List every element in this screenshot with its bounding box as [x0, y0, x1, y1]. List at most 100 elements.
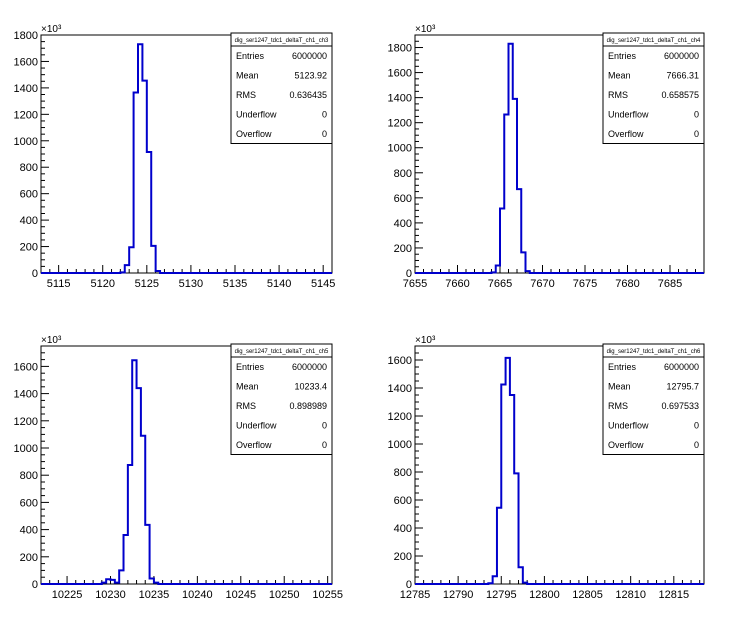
y-tick-label: 1200 — [14, 109, 38, 121]
y-tick-label: 0 — [406, 268, 412, 280]
stats-box-frame — [230, 32, 333, 144]
y-tick-label: 1600 — [14, 56, 38, 68]
stats-box: dig_ser1247_tdc1_deltaT_ch1_ch5 Entries 60… — [230, 343, 333, 455]
stats-label: Overflow — [608, 440, 644, 450]
stats-value: 0 — [694, 440, 699, 450]
x-tick-label: 5120 — [90, 278, 114, 290]
stats-label: Mean — [608, 71, 631, 81]
stats-value: 7666.31 — [666, 71, 699, 81]
x-tick-label: 5115 — [47, 278, 71, 290]
stats-value: 0 — [322, 129, 327, 139]
x-tick-label: 7660 — [445, 278, 469, 290]
stats-box: dig_ser1247_tdc1_deltaT_ch1_ch3 Entries 60… — [230, 32, 333, 144]
stats-box-title: dig_ser1247_tdc1_deltaT_ch1_ch6 — [607, 349, 701, 355]
y-tick-label: 1200 — [388, 118, 412, 130]
y-tick-label: 1600 — [14, 361, 38, 373]
histogram-panel-4: 12785 12790 12795 12800 12805 12810 12815 0 200 4… — [388, 335, 705, 601]
stats-box-title: dig_ser1247_tdc1_deltaT_ch1_ch3 — [235, 38, 329, 44]
stats-label: RMS — [608, 90, 628, 100]
stats-value: 6000000 — [292, 362, 327, 372]
y-tick-label: 0 — [32, 579, 38, 591]
stats-box-title: dig_ser1247_tdc1_deltaT_ch1_ch5 — [235, 349, 329, 355]
y-tick-label: 1800 — [14, 30, 38, 42]
y-tick-label: 1400 — [388, 93, 412, 105]
x-tick-label: 10235 — [139, 589, 170, 601]
x-tick-label: 12785 — [400, 589, 431, 601]
stats-label: Overflow — [236, 440, 272, 450]
x-tick-label: 10250 — [269, 589, 300, 601]
stats-label: Mean — [236, 382, 259, 392]
stats-value: 0.636435 — [289, 90, 327, 100]
y-tick-label: 1000 — [14, 136, 38, 148]
y-tick-label: 800 — [394, 467, 412, 479]
stats-label: RMS — [236, 401, 256, 411]
y-tick-label: 400 — [20, 215, 38, 227]
histogram-outline — [415, 356, 704, 585]
x-tick-label: 10240 — [182, 589, 213, 601]
y-tick-label: 600 — [20, 497, 38, 509]
stats-label: RMS — [236, 90, 256, 100]
y-tick-label: 200 — [20, 552, 38, 564]
y-tick-label: 200 — [394, 551, 412, 563]
y-tick-label: 800 — [20, 162, 38, 174]
y-tick-label: 1000 — [388, 143, 412, 155]
y-tick-label: 200 — [394, 243, 412, 255]
stats-value: 0 — [322, 421, 327, 431]
stats-value: 10233.4 — [294, 382, 327, 392]
x-tick-label: 10230 — [95, 589, 126, 601]
y-tick-label: 400 — [20, 525, 38, 537]
x-tick-label: 5145 — [311, 278, 335, 290]
y-tick-label: 200 — [20, 242, 38, 254]
x-tick-label: 12795 — [486, 589, 517, 601]
stats-box-frame — [602, 32, 705, 144]
stats-value: 5123.92 — [294, 71, 327, 81]
x-tick-label: 12810 — [615, 589, 646, 601]
stats-label: Overflow — [608, 129, 644, 139]
stats-box-frame — [230, 343, 333, 455]
stats-label: Mean — [608, 382, 631, 392]
x-tick-label: 12815 — [659, 589, 690, 601]
stats-value: 0 — [694, 421, 699, 431]
stats-label: Mean — [236, 71, 259, 81]
x-tick-label: 5140 — [267, 278, 291, 290]
stats-box: dig_ser1247_tdc1_deltaT_ch1_ch6 Entries 60… — [602, 343, 705, 455]
stats-value: 0.898989 — [289, 401, 327, 411]
y-tick-label: 0 — [32, 268, 38, 280]
stats-label: Overflow — [236, 129, 272, 139]
y-tick-label: 400 — [394, 218, 412, 230]
y-tick-label: 1600 — [388, 355, 412, 367]
x-tick-label: 5135 — [223, 278, 247, 290]
x-tick-label: 7670 — [530, 278, 554, 290]
y-exponent-label: ×10³ — [41, 24, 62, 35]
stats-value: 0.697533 — [661, 401, 699, 411]
stats-value: 6000000 — [292, 51, 327, 61]
x-tick-label: 5125 — [135, 278, 159, 290]
x-tick-label: 10225 — [52, 589, 83, 601]
y-tick-label: 600 — [394, 495, 412, 507]
histogram-outline — [41, 43, 332, 274]
stats-box: dig_ser1247_tdc1_deltaT_ch1_ch4 Entries 60… — [602, 32, 705, 144]
y-tick-label: 1800 — [388, 43, 412, 55]
stats-label: Entries — [236, 362, 265, 372]
x-tick-label: 7685 — [658, 278, 682, 290]
y-tick-label: 0 — [406, 579, 412, 591]
stats-label: Underflow — [236, 421, 277, 431]
stats-value: 0 — [694, 110, 699, 120]
histogram-panel-3: 10225 10230 10235 10240 10245 10250 10255 0 200 4… — [14, 335, 343, 601]
stats-value: 6000000 — [664, 362, 699, 372]
stats-value: 0.658575 — [661, 90, 699, 100]
x-tick-label: 7680 — [615, 278, 639, 290]
stats-label: Entries — [608, 51, 637, 61]
y-tick-label: 1200 — [14, 416, 38, 428]
stats-value: 0 — [322, 110, 327, 120]
stats-label: RMS — [608, 401, 628, 411]
stats-value: 6000000 — [664, 51, 699, 61]
x-tick-label: 12800 — [529, 589, 560, 601]
x-tick-label: 10255 — [312, 589, 343, 601]
y-tick-label: 600 — [20, 189, 38, 201]
stats-value: 0 — [694, 129, 699, 139]
stats-label: Entries — [608, 362, 637, 372]
x-tick-label: 7655 — [403, 278, 427, 290]
stats-label: Underflow — [608, 110, 649, 120]
